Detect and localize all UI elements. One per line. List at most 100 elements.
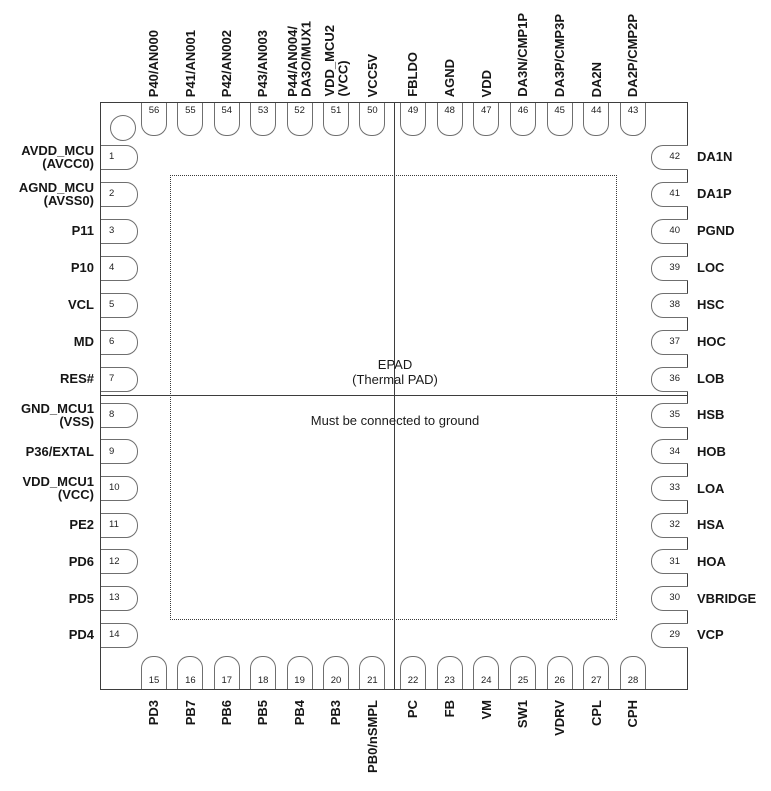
- pin-18: 18: [250, 656, 277, 689]
- pin-40: 40: [651, 218, 688, 244]
- pin-label-text-37: HOC: [697, 334, 726, 350]
- pin-26: 26: [546, 656, 573, 689]
- pin-label-text-32: HSA: [697, 517, 725, 533]
- pin-19: 19: [286, 656, 313, 689]
- pin-number-52: 52: [294, 105, 305, 116]
- pin-number-26: 26: [554, 675, 565, 686]
- pin-number-8: 8: [109, 409, 115, 420]
- pin-43: 43: [620, 103, 646, 136]
- pin-17: 17: [213, 656, 240, 689]
- pin-42: 42: [651, 144, 688, 170]
- pin-13: 13: [101, 585, 138, 611]
- pin-label-4: P10: [0, 253, 94, 283]
- pin-label-text-8: GND_MCU1 (VSS): [21, 400, 94, 429]
- pin-39: 39: [651, 255, 688, 281]
- pin-number-4: 4: [109, 262, 115, 273]
- pin-number-56: 56: [148, 105, 160, 116]
- pin-number-14: 14: [109, 629, 120, 640]
- pin-9: 9: [101, 439, 138, 465]
- pin-55: 55: [177, 103, 204, 136]
- pin-number-51: 51: [330, 105, 342, 116]
- pin-number-18: 18: [257, 675, 269, 686]
- pin-label-11: PE2: [0, 510, 94, 540]
- pin-22: 22: [400, 656, 426, 689]
- pin-label-7: RES#: [0, 364, 94, 394]
- pin-3: 3: [101, 218, 138, 244]
- pin-number-43: 43: [627, 105, 639, 116]
- pin-number-45: 45: [554, 105, 565, 116]
- pin-label-text-4: P10: [70, 260, 94, 276]
- pin-number-16: 16: [185, 675, 196, 686]
- pin-29: 29: [651, 622, 688, 648]
- pin-label-31: HOA: [697, 547, 771, 577]
- epad-note: Must be connected to ground: [310, 413, 480, 428]
- pin-25: 25: [510, 656, 536, 689]
- pin-number-44: 44: [591, 105, 602, 116]
- pin-number-32: 32: [669, 519, 680, 530]
- pin-label-14: PD4: [0, 620, 94, 650]
- pin-38: 38: [651, 292, 688, 318]
- pin-number-41: 41: [669, 188, 680, 199]
- pin-label-29: VCP: [697, 620, 771, 650]
- pin-5: 5: [101, 292, 138, 318]
- pin-number-34: 34: [669, 445, 680, 457]
- pin-label-text-5: VCL: [68, 297, 94, 313]
- pin-15: 15: [141, 656, 167, 689]
- pin-41: 41: [651, 181, 688, 207]
- pin-37: 37: [651, 329, 688, 355]
- pin-number-22: 22: [407, 675, 419, 686]
- pin-52: 52: [286, 103, 313, 136]
- pin-label-text-7: RES#: [60, 371, 94, 387]
- pin-label-text-11: PE2: [69, 517, 94, 533]
- pin-label-text-31: HOA: [697, 553, 726, 569]
- pin-label-text-42: DA1N: [697, 149, 733, 165]
- pin-label-text-35: HSB: [697, 407, 725, 423]
- pin-7: 7: [101, 366, 138, 392]
- pin-6: 6: [101, 329, 138, 355]
- horizontal-centerline: [101, 395, 688, 396]
- pin-number-33: 33: [669, 482, 680, 494]
- pin-number-19: 19: [294, 675, 305, 686]
- pin-label-text-33: LOA: [697, 480, 725, 496]
- epad-title: EPAD: [377, 357, 413, 372]
- pin-number-42: 42: [669, 151, 680, 162]
- pin-number-5: 5: [109, 299, 115, 310]
- pin-label-text-3: P11: [71, 223, 94, 239]
- pin-number-39: 39: [669, 262, 680, 273]
- epad-label: EPAD (Thermal PAD): [295, 357, 495, 387]
- pin-2: 2: [101, 181, 138, 207]
- pin-label-text-12: PD6: [68, 553, 94, 569]
- pin-number-27: 27: [591, 675, 602, 686]
- pin-number-46: 46: [517, 105, 529, 116]
- pin-24: 24: [473, 656, 500, 689]
- pin-12: 12: [101, 549, 138, 575]
- pin-label-text-14: PD4: [68, 627, 94, 643]
- pin-number-7: 7: [109, 373, 115, 384]
- pin1-indicator-circle: [110, 115, 136, 141]
- pin-label-text-28: CPH: [625, 700, 641, 728]
- pin-number-28: 28: [627, 675, 639, 686]
- pin-label-30: VBRIDGE: [697, 583, 771, 613]
- pin-number-47: 47: [481, 105, 492, 116]
- pin-28: 28: [620, 656, 646, 689]
- pin-label-9: P36/EXTAL: [0, 437, 94, 467]
- pin-number-31: 31: [669, 555, 680, 567]
- pin-label-1: AVDD_MCU (AVCC0): [0, 142, 94, 172]
- pin-label-text-34: HOB: [697, 443, 726, 459]
- pin-number-13: 13: [109, 592, 120, 604]
- pin-30: 30: [651, 585, 688, 611]
- pin-number-40: 40: [669, 225, 680, 236]
- vertical-centerline: [394, 103, 395, 689]
- pin-number-30: 30: [669, 592, 680, 604]
- pin-label-text-13: PD5: [68, 590, 94, 606]
- pin-number-29: 29: [669, 629, 680, 640]
- pin-label-5: VCL: [0, 290, 94, 320]
- pin-label-33: LOA: [697, 473, 771, 503]
- pin-16: 16: [177, 656, 204, 689]
- pin-number-10: 10: [109, 482, 120, 494]
- pin-label-text-41: DA1P: [697, 186, 732, 202]
- pin-label-39: LOC: [697, 253, 771, 283]
- pin-label-40: PGND: [697, 216, 771, 246]
- pin-20: 20: [323, 656, 349, 689]
- pin-label-36: LOB: [697, 364, 771, 394]
